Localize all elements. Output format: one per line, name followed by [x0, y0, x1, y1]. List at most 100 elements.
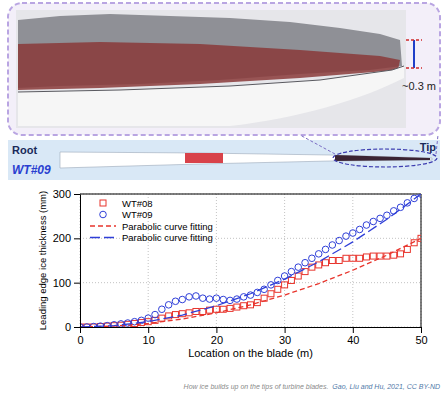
grid-line-x [421, 194, 422, 327]
fit-line [80, 194, 421, 327]
tick-mark [74, 194, 80, 195]
data-point [384, 212, 391, 219]
tick-label: 0 [77, 334, 83, 346]
data-point [404, 246, 410, 252]
data-point [343, 255, 349, 261]
tick-mark [74, 327, 80, 328]
tick: 300 [53, 188, 80, 200]
legend-swatch [100, 211, 107, 218]
data-point [322, 246, 329, 253]
data-point [172, 312, 178, 318]
tick-mark [148, 327, 149, 333]
legend-swatch [100, 200, 106, 206]
blade-tip-ice [335, 155, 430, 161]
data-point [377, 215, 384, 222]
grid-line-x [80, 194, 81, 327]
data-point [159, 306, 166, 313]
tick-mark [285, 327, 286, 333]
photo-background [16, 10, 406, 128]
data-point [240, 294, 247, 301]
legend-label: Parabolic curve fitting [122, 232, 213, 243]
caption-text: How ice builds up on the tips of turbine… [184, 383, 329, 391]
data-point [350, 255, 356, 261]
root-label: Root [12, 144, 37, 156]
x-axis: 0 10 20 30 40 50 [77, 327, 427, 346]
grid-line-x [352, 194, 353, 327]
legend: WT#08WT#09Parabolic curve fittingParabol… [90, 198, 213, 244]
tick-label: 10 [143, 334, 155, 346]
data-point [275, 286, 281, 292]
data-point [288, 277, 294, 283]
data-point [152, 311, 159, 318]
photo-frame [8, 3, 440, 135]
tick: 0 [65, 321, 80, 333]
data-point [213, 306, 219, 312]
tick-mark [74, 238, 80, 239]
tick: 0 [77, 327, 83, 346]
marks [80, 194, 421, 327]
data-point [213, 295, 220, 302]
frame-top [80, 194, 421, 195]
zoom-line [436, 135, 438, 154]
tick: 200 [53, 232, 80, 244]
legend-label: WT#09 [122, 209, 153, 220]
figure: ~0.3 mRootWT#09Tip010203040500100200300L… [0, 0, 448, 399]
data-point [165, 302, 172, 309]
data-point [199, 295, 206, 302]
data-point [356, 226, 363, 233]
tick: 20 [211, 327, 223, 346]
caption-source: Gao, Liu and Hu, 2021, CC BY-ND [332, 383, 440, 390]
tick: 30 [279, 327, 291, 346]
photo-blade-edge [18, 66, 404, 92]
y-axis: 0 100 200 300 [53, 188, 81, 333]
data-point [206, 296, 213, 303]
data-point [329, 258, 335, 264]
tick-label: 0 [65, 321, 71, 333]
fit-line [80, 238, 421, 327]
tick-mark [353, 327, 354, 333]
data-point [336, 237, 343, 244]
data-point [370, 253, 376, 259]
data-point [193, 293, 200, 300]
legend-entry: WT#09 [100, 209, 153, 220]
series-points [80, 235, 421, 327]
tick-mark [421, 327, 422, 333]
legend-entry: Parabolic curve fitting [90, 232, 213, 243]
blade-ice-segment [185, 153, 223, 163]
grid [80, 194, 421, 327]
caption: How ice builds up on the tips of turbine… [184, 383, 440, 391]
axis-line [80, 195, 81, 328]
data-point [145, 315, 152, 322]
chart: 0 10 20 30 40 50 0 100 200 300 Location on the bla… [37, 188, 428, 359]
data-point [295, 264, 302, 271]
data-point [363, 254, 369, 260]
legend-swatch [90, 225, 116, 226]
data-point [343, 233, 350, 240]
blade-shape [60, 152, 432, 168]
data-point [398, 251, 404, 257]
data-point [350, 230, 357, 237]
data-point [282, 282, 288, 288]
data-point [186, 294, 193, 301]
tick: 100 [53, 277, 80, 289]
frame-right [421, 194, 422, 327]
tick: 40 [347, 327, 359, 346]
bracket-bottom [406, 67, 422, 69]
data-point [268, 291, 274, 297]
bracket [413, 40, 415, 68]
data-point [329, 242, 336, 249]
tick-mark [74, 283, 80, 284]
data-point [241, 303, 247, 309]
photo-blade [18, 66, 404, 126]
legend-label: WT#08 [122, 198, 153, 209]
tick: 50 [415, 327, 427, 346]
series-points [80, 194, 421, 327]
x-axis-title: Location on the blade (m) [188, 347, 313, 359]
turbine-label: WT#09 [12, 163, 51, 177]
data-point [315, 251, 322, 258]
grid-line-x [284, 194, 285, 327]
tick-label: 100 [53, 277, 71, 289]
data-point [220, 296, 227, 303]
data-point [323, 260, 329, 266]
tick: 10 [143, 327, 155, 346]
